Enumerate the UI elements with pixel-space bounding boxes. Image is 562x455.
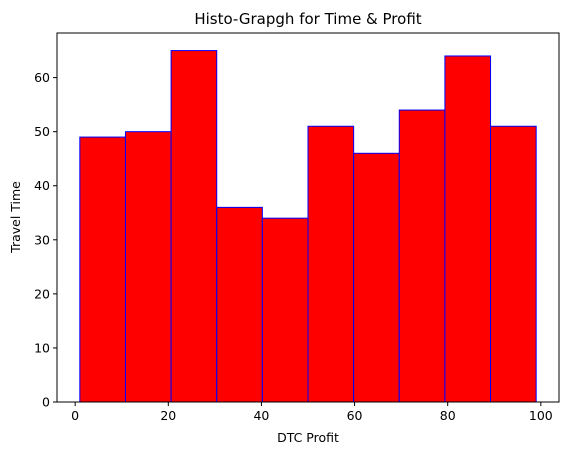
x-axis-label: DTC Profit: [277, 430, 339, 445]
x-tick-label: 100: [529, 408, 553, 423]
histogram-bar-7: [398, 109, 446, 403]
histogram-bar-3: [216, 206, 263, 403]
histogram-bar-4: [261, 217, 309, 403]
x-tick-label: 20: [160, 408, 176, 423]
histogram-bar-9: [490, 125, 537, 403]
x-axis: 0 20 40 60 80 100: [71, 402, 553, 423]
chart-title: Histo-Grapgh for Time & Profit: [194, 10, 421, 28]
histogram-bar-1: [124, 131, 172, 403]
y-tick-label: 50: [34, 124, 50, 139]
histogram-bar-8: [444, 55, 492, 403]
bars-group: [79, 50, 537, 403]
x-tick-label: 40: [253, 408, 269, 423]
x-tick-label: 60: [347, 408, 363, 423]
histogram-bar-6: [353, 152, 400, 403]
histogram-bar-2: [170, 50, 218, 403]
y-tick-label: 20: [34, 286, 50, 301]
plot-frame: [56, 32, 560, 403]
histogram-bar-0: [79, 136, 126, 403]
y-tick-label: 10: [34, 340, 50, 355]
y-tick-label: 0: [42, 395, 50, 410]
y-tick-label: 40: [34, 178, 50, 193]
y-tick-label: 30: [34, 232, 50, 247]
x-tick-label: 0: [71, 408, 79, 423]
y-axis-label: Travel Time: [8, 181, 23, 254]
histogram-bar-5: [307, 125, 355, 403]
x-tick-label: 80: [440, 408, 456, 423]
y-tick-label: 60: [34, 70, 50, 85]
y-axis: 0 10 20 30 40 50 60: [34, 70, 57, 410]
